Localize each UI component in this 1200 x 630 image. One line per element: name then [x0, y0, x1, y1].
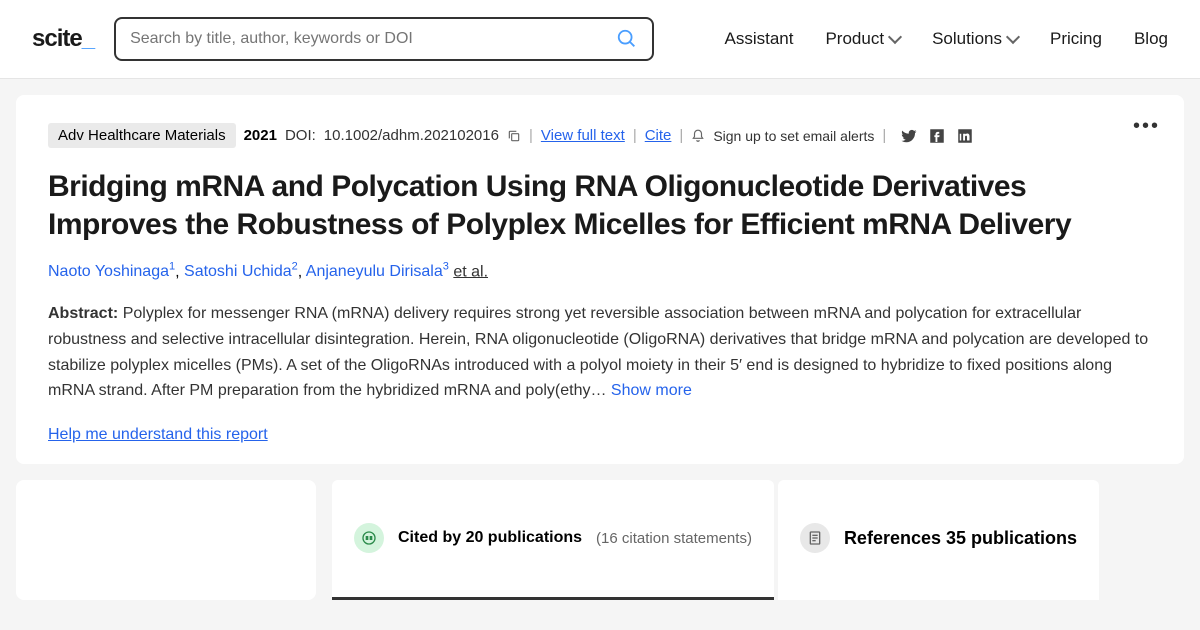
tab-cited-by[interactable]: Cited by 20 publications (16 citation st…	[332, 480, 774, 600]
nav-solutions[interactable]: Solutions	[932, 29, 1018, 49]
social-icons	[900, 127, 974, 145]
tabs-row: Cited by 20 publications (16 citation st…	[16, 480, 1184, 600]
chevron-down-icon	[888, 30, 902, 44]
doi-value: 10.1002/adhm.202102016	[324, 127, 499, 144]
chevron-down-icon	[1006, 30, 1020, 44]
author-link[interactable]: Satoshi Uchida2	[184, 263, 298, 280]
show-more-link[interactable]: Show more	[611, 382, 692, 399]
author-link[interactable]: Anjaneyulu Dirisala3	[306, 263, 449, 280]
separator: |	[633, 127, 637, 144]
separator: |	[679, 127, 683, 144]
signup-alerts-link[interactable]: Sign up to set email alerts	[713, 128, 874, 144]
cited-by-label: Cited by 20 publications	[398, 529, 582, 547]
tab-references[interactable]: References 35 publications	[778, 480, 1099, 600]
search-icon[interactable]	[616, 28, 638, 50]
logo-text: scite	[32, 25, 82, 52]
separator: |	[882, 127, 886, 144]
paper-card: ••• Adv Healthcare Materials 2021 DOI: 1…	[16, 95, 1184, 464]
view-full-text-link[interactable]: View full text	[541, 127, 625, 144]
more-menu-icon[interactable]: •••	[1133, 115, 1160, 138]
abstract-label: Abstract:	[48, 305, 118, 322]
linkedin-icon[interactable]	[956, 127, 974, 145]
document-icon	[800, 523, 830, 553]
search-input[interactable]	[130, 30, 616, 48]
main: ••• Adv Healthcare Materials 2021 DOI: 1…	[0, 79, 1200, 616]
nav-pricing[interactable]: Pricing	[1050, 29, 1102, 49]
copy-icon[interactable]	[507, 129, 521, 143]
logo[interactable]: scite_	[32, 25, 94, 53]
meta-row: Adv Healthcare Materials 2021 DOI: 10.10…	[48, 123, 1152, 148]
sidebar-panel	[16, 480, 316, 600]
search-box[interactable]	[114, 17, 654, 61]
nav-blog[interactable]: Blog	[1134, 29, 1168, 49]
quote-icon	[354, 523, 384, 553]
abstract: Abstract: Polyplex for messenger RNA (mR…	[48, 301, 1152, 403]
tabs-container: Cited by 20 publications (16 citation st…	[332, 480, 1184, 600]
paper-title: Bridging mRNA and Polycation Using RNA O…	[48, 168, 1152, 243]
doi-label: DOI:	[285, 127, 316, 144]
journal-badge[interactable]: Adv Healthcare Materials	[48, 123, 236, 148]
etal-link[interactable]: et al.	[453, 263, 488, 280]
nav-links: Assistant Product Solutions Pricing Blog	[724, 29, 1168, 49]
author-link[interactable]: Naoto Yoshinaga1	[48, 263, 175, 280]
nav-product[interactable]: Product	[825, 29, 900, 49]
bell-icon	[691, 129, 705, 143]
twitter-icon[interactable]	[900, 127, 918, 145]
nav-assistant[interactable]: Assistant	[724, 29, 793, 49]
help-understand-link[interactable]: Help me understand this report	[48, 426, 1152, 444]
cite-link[interactable]: Cite	[645, 127, 672, 144]
citation-statements-label: (16 citation statements)	[596, 530, 752, 547]
header: scite_ Assistant Product Solutions Prici…	[0, 0, 1200, 79]
abstract-text: Polyplex for messenger RNA (mRNA) delive…	[48, 305, 1148, 399]
logo-underscore: _	[82, 25, 94, 52]
separator: |	[529, 127, 533, 144]
references-label: References 35 publications	[844, 528, 1077, 549]
facebook-icon[interactable]	[928, 127, 946, 145]
year: 2021	[244, 127, 277, 144]
authors: Naoto Yoshinaga1, Satoshi Uchida2, Anjan…	[48, 261, 1152, 281]
